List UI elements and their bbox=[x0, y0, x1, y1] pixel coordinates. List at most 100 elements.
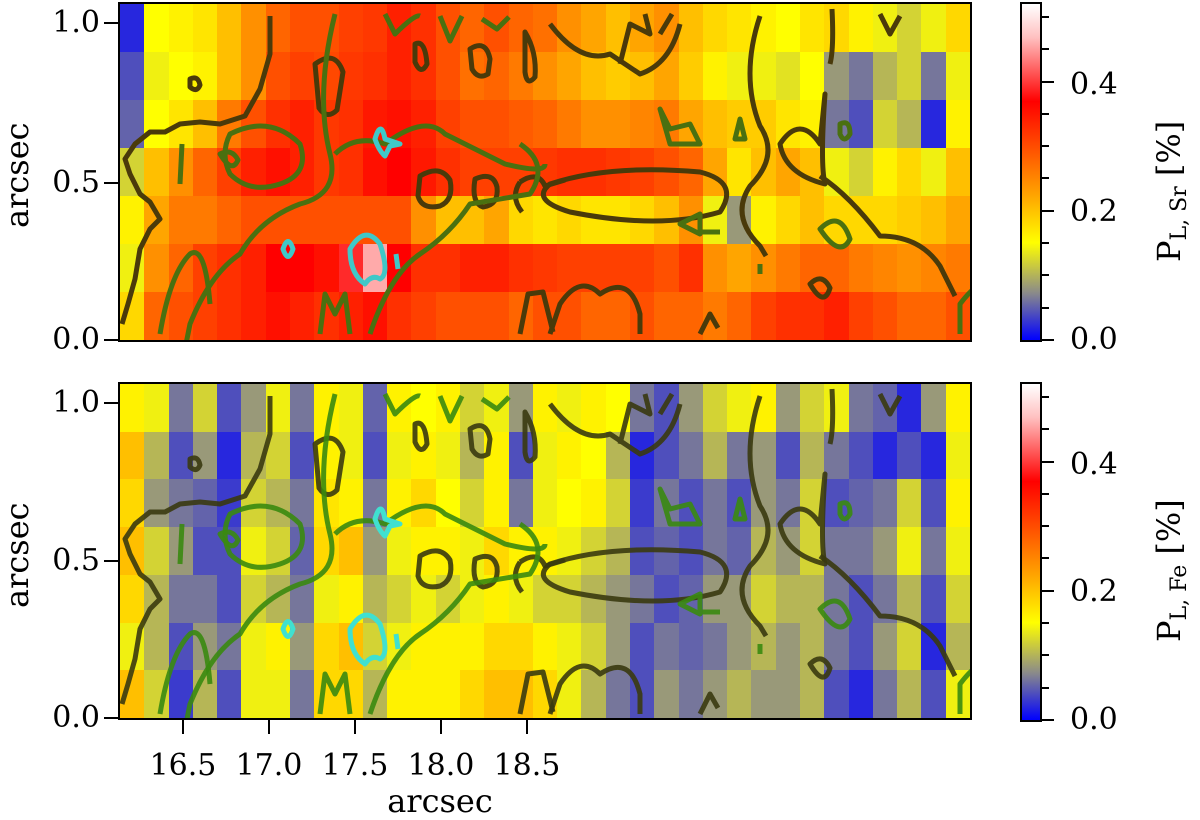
heatmap-cell bbox=[508, 148, 533, 196]
heatmap-cell bbox=[120, 574, 145, 623]
colorbar-tick-label: 0.2 bbox=[1070, 574, 1118, 609]
heatmap-cell bbox=[460, 292, 485, 340]
heatmap-cell bbox=[945, 52, 970, 100]
heatmap-cell bbox=[508, 479, 533, 528]
colorbar-minor-tick bbox=[1040, 15, 1049, 18]
colorbar-minor-tick bbox=[1040, 177, 1049, 180]
heatmap-cell bbox=[605, 292, 630, 340]
heatmap-cell bbox=[654, 292, 679, 340]
heatmap-cell bbox=[775, 196, 800, 244]
heatmap-cell bbox=[800, 52, 825, 100]
contour-mid-sr bbox=[157, 12, 970, 340]
heatmap-cell bbox=[751, 52, 776, 100]
heatmap-cell bbox=[217, 622, 242, 671]
colorbar-minor-tick bbox=[1040, 306, 1049, 309]
heatmap-cell bbox=[848, 479, 873, 528]
heatmap-cell bbox=[897, 479, 922, 528]
heatmap-cell bbox=[702, 100, 728, 148]
heatmap-cell bbox=[411, 292, 436, 340]
heatmap-cell bbox=[824, 52, 849, 100]
contour-high-fe bbox=[280, 506, 403, 667]
heatmap-cell bbox=[290, 431, 315, 480]
x-tick-label: 17.0 bbox=[235, 748, 303, 783]
heatmap-cell bbox=[921, 527, 946, 575]
heatmap-cell bbox=[120, 52, 145, 100]
heatmap-cell bbox=[192, 4, 218, 52]
heatmap-cell bbox=[508, 574, 533, 623]
heatmap-cell bbox=[557, 574, 582, 623]
heatmap-cell bbox=[727, 244, 752, 292]
colorbar-minor-tick bbox=[1040, 48, 1049, 51]
y-tick-label: 1.0 bbox=[52, 385, 100, 420]
heatmap-cell bbox=[751, 670, 776, 718]
heatmap-cell bbox=[557, 622, 582, 671]
heatmap-cell bbox=[702, 479, 728, 528]
heatmap-cell bbox=[702, 622, 728, 671]
heatmap-cell bbox=[387, 670, 412, 718]
heatmap-cell bbox=[362, 52, 388, 100]
heatmap-cell bbox=[581, 431, 606, 480]
heatmap-cell bbox=[872, 148, 898, 196]
heatmap-cell bbox=[314, 196, 339, 244]
heatmap-cell bbox=[120, 527, 145, 575]
heatmap-cell bbox=[508, 196, 533, 244]
heatmap-cell bbox=[144, 148, 169, 196]
heatmap-cell bbox=[727, 292, 752, 340]
heatmap-cell bbox=[848, 100, 873, 148]
heatmap-cell bbox=[460, 100, 485, 148]
heatmap-cell bbox=[241, 292, 266, 340]
colorbar-sr bbox=[1020, 2, 1042, 342]
colorbar-tick-label: 0.4 bbox=[1070, 447, 1118, 482]
y-axis-title: arcsec bbox=[0, 122, 36, 228]
colorbar-tick-label: 0.4 bbox=[1070, 67, 1118, 102]
heatmap-cell bbox=[897, 148, 922, 196]
colorbar-minor-tick bbox=[1040, 557, 1049, 560]
heatmap-cell bbox=[775, 384, 800, 432]
heatmap-cell bbox=[217, 670, 242, 718]
x-axis-title: arcsec bbox=[387, 782, 493, 820]
heatmap-cell bbox=[290, 292, 315, 340]
heatmap-cell bbox=[872, 244, 898, 292]
heatmap-cell bbox=[872, 622, 898, 671]
heatmap-cell bbox=[192, 292, 218, 340]
heatmap-cell bbox=[168, 574, 193, 623]
colorbar-major-tick bbox=[1040, 460, 1054, 463]
heatmap-cell bbox=[265, 479, 290, 528]
heatmap-cell bbox=[921, 479, 946, 528]
heatmap-cell bbox=[630, 479, 655, 528]
heatmap-cell bbox=[508, 431, 533, 480]
heatmap-cell bbox=[872, 431, 898, 480]
heatmap-cell bbox=[581, 384, 606, 432]
heatmap-cell bbox=[557, 196, 582, 244]
heatmap-cell bbox=[630, 52, 655, 100]
heatmap-cell bbox=[290, 52, 315, 100]
colorbar-tick-label: 0.0 bbox=[1070, 322, 1118, 357]
heatmap-cell bbox=[581, 196, 606, 244]
heatmap-cell bbox=[192, 384, 218, 432]
heatmap-cell bbox=[557, 52, 582, 100]
y-tick-label: 0.0 bbox=[52, 322, 100, 357]
heatmap-cell bbox=[702, 384, 728, 432]
heatmap-cell bbox=[484, 479, 509, 528]
heatmap-cell bbox=[581, 4, 606, 52]
heatmap-grid-fe bbox=[120, 384, 970, 718]
heatmap-cell bbox=[824, 431, 849, 480]
heatmap-cell bbox=[435, 431, 460, 480]
heatmap-cell bbox=[120, 431, 145, 480]
y-tick-label: 0.5 bbox=[52, 543, 100, 578]
heatmap-cell bbox=[775, 622, 800, 671]
heatmap-cell bbox=[727, 574, 752, 623]
heatmap-cell bbox=[144, 244, 169, 292]
heatmap-cell bbox=[921, 148, 946, 196]
heatmap-cell bbox=[727, 670, 752, 718]
heatmap-cell bbox=[921, 52, 946, 100]
heatmap-cell bbox=[945, 196, 970, 244]
colorbar-minor-tick bbox=[1040, 492, 1049, 495]
heatmap-cell bbox=[338, 148, 363, 196]
heatmap-cell bbox=[872, 100, 898, 148]
heatmap-cell bbox=[702, 4, 728, 52]
colorbar-minor-tick bbox=[1040, 654, 1049, 657]
heatmap-cell bbox=[168, 431, 193, 480]
heatmap-cell bbox=[824, 670, 849, 718]
heatmap-cell bbox=[168, 4, 193, 52]
